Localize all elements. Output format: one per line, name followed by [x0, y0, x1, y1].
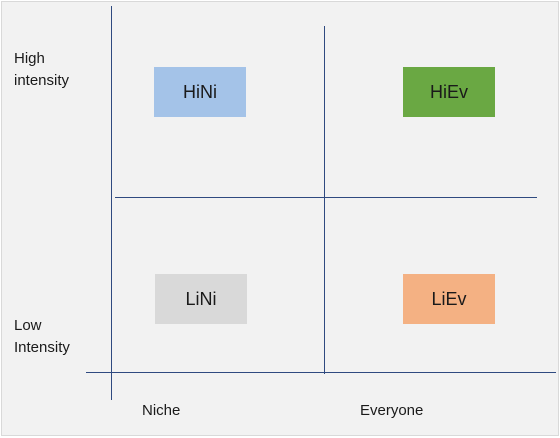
x-axis-line	[86, 372, 556, 373]
horizontal-divider	[115, 197, 537, 198]
y-axis-line	[111, 6, 112, 400]
y-label-high-line1: High	[14, 50, 45, 67]
x-label-niche: Niche	[142, 402, 181, 419]
quadrant-box-liev: LiEv	[403, 274, 495, 324]
quadrant-box-lini: LiNi	[155, 274, 247, 324]
vertical-divider	[324, 26, 325, 374]
y-label-high: High intensity	[14, 48, 69, 92]
y-label-low-line1: Low	[14, 317, 42, 334]
quadrant-box-hini: HiNi	[154, 67, 246, 117]
y-label-low-line2: Intensity	[14, 339, 70, 356]
y-label-high-line2: intensity	[14, 72, 70, 89]
x-label-everyone: Everyone	[360, 402, 424, 419]
y-label-low: Low Intensity	[14, 315, 70, 359]
quadrant-box-hiev: HiEv	[403, 67, 495, 117]
